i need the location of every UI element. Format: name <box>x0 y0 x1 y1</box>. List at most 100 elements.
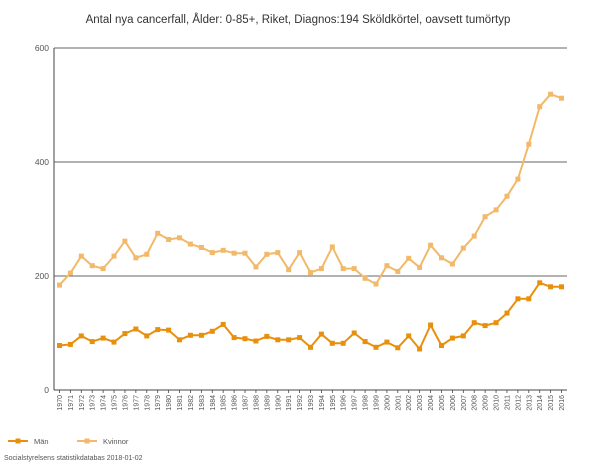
data-point[interactable] <box>253 264 259 270</box>
data-point[interactable] <box>297 335 303 341</box>
data-point[interactable] <box>439 255 444 261</box>
data-point[interactable] <box>515 176 521 182</box>
data-point[interactable] <box>504 193 510 199</box>
legend: Män Kvinnor <box>8 437 129 446</box>
data-point[interactable] <box>493 320 499 326</box>
data-point[interactable] <box>155 230 161 236</box>
data-point[interactable] <box>548 91 554 97</box>
data-point[interactable] <box>187 332 193 338</box>
data-point[interactable] <box>384 263 390 269</box>
x-tick-label: 2008 <box>472 395 479 411</box>
data-point[interactable] <box>209 250 215 256</box>
data-point[interactable] <box>428 322 434 328</box>
data-point[interactable] <box>297 250 303 256</box>
data-point[interactable] <box>340 340 346 346</box>
data-point[interactable] <box>220 247 226 253</box>
data-point[interactable] <box>559 95 564 101</box>
data-point[interactable] <box>351 266 357 272</box>
data-point[interactable] <box>100 335 106 341</box>
data-point[interactable] <box>264 251 270 257</box>
data-point[interactable] <box>406 333 412 339</box>
data-point[interactable] <box>504 310 510 316</box>
data-point[interactable] <box>89 339 95 345</box>
data-point[interactable] <box>449 335 455 341</box>
data-point[interactable] <box>264 333 270 339</box>
data-point[interactable] <box>209 328 215 334</box>
data-point[interactable] <box>242 336 248 342</box>
data-point[interactable] <box>166 327 172 333</box>
data-point[interactable] <box>253 338 259 344</box>
data-point[interactable] <box>57 282 62 288</box>
data-point[interactable] <box>166 237 172 242</box>
data-point[interactable] <box>57 343 62 348</box>
data-point[interactable] <box>231 250 237 256</box>
data-point[interactable] <box>559 284 564 290</box>
data-point[interactable] <box>373 344 379 350</box>
data-point[interactable] <box>89 263 95 269</box>
data-point[interactable] <box>340 266 346 272</box>
data-point[interactable] <box>373 281 379 287</box>
data-point[interactable] <box>482 323 488 329</box>
data-point[interactable] <box>78 253 84 259</box>
data-point[interactable] <box>329 244 335 250</box>
data-point[interactable] <box>198 332 204 338</box>
data-point[interactable] <box>242 250 248 256</box>
data-point[interactable] <box>286 267 292 273</box>
legend-item-man[interactable]: Män <box>8 437 49 446</box>
data-point[interactable] <box>318 266 324 272</box>
data-point[interactable] <box>122 331 128 337</box>
legend-item-kvinnor[interactable]: Kvinnor <box>77 437 129 446</box>
data-point[interactable] <box>515 296 521 302</box>
data-point[interactable] <box>362 339 368 345</box>
data-point[interactable] <box>155 327 161 333</box>
data-point[interactable] <box>275 337 281 343</box>
data-point[interactable] <box>67 270 73 276</box>
data-point[interactable] <box>439 343 444 348</box>
data-point[interactable] <box>78 333 84 339</box>
data-point[interactable] <box>482 214 488 220</box>
data-point[interactable] <box>362 275 368 281</box>
data-point[interactable] <box>275 250 281 256</box>
data-point[interactable] <box>449 261 455 267</box>
data-point[interactable] <box>471 320 477 326</box>
data-point[interactable] <box>460 245 466 251</box>
data-point[interactable] <box>308 344 313 350</box>
data-point[interactable] <box>329 340 335 346</box>
data-point[interactable] <box>395 268 401 274</box>
data-point[interactable] <box>122 238 128 244</box>
x-tick-label: 1989 <box>264 395 271 411</box>
data-point[interactable] <box>351 330 357 336</box>
data-point[interactable] <box>428 242 434 248</box>
data-point[interactable] <box>111 253 117 259</box>
data-point[interactable] <box>111 339 117 345</box>
data-point[interactable] <box>231 335 237 341</box>
data-point[interactable] <box>286 337 292 343</box>
data-point[interactable] <box>460 333 466 339</box>
data-point[interactable] <box>100 266 106 272</box>
data-point[interactable] <box>308 270 313 276</box>
data-point[interactable] <box>537 280 543 286</box>
data-point[interactable] <box>67 341 73 347</box>
data-point[interactable] <box>384 339 390 345</box>
data-point[interactable] <box>220 321 226 327</box>
data-point[interactable] <box>395 345 401 351</box>
data-point[interactable] <box>417 346 423 352</box>
data-point[interactable] <box>187 241 193 247</box>
data-point[interactable] <box>318 331 324 337</box>
data-point[interactable] <box>133 326 139 332</box>
data-point[interactable] <box>537 104 543 110</box>
data-point[interactable] <box>493 207 499 213</box>
data-point[interactable] <box>526 296 532 302</box>
data-point[interactable] <box>177 337 182 343</box>
data-point[interactable] <box>417 264 423 270</box>
x-tick-label: 1992 <box>297 395 304 411</box>
data-point[interactable] <box>133 255 139 261</box>
data-point[interactable] <box>548 284 554 290</box>
data-point[interactable] <box>526 141 532 147</box>
data-point[interactable] <box>198 245 204 250</box>
data-point[interactable] <box>177 235 182 241</box>
data-point[interactable] <box>144 333 150 339</box>
data-point[interactable] <box>471 233 477 239</box>
data-point[interactable] <box>406 255 412 261</box>
data-point[interactable] <box>144 251 150 257</box>
